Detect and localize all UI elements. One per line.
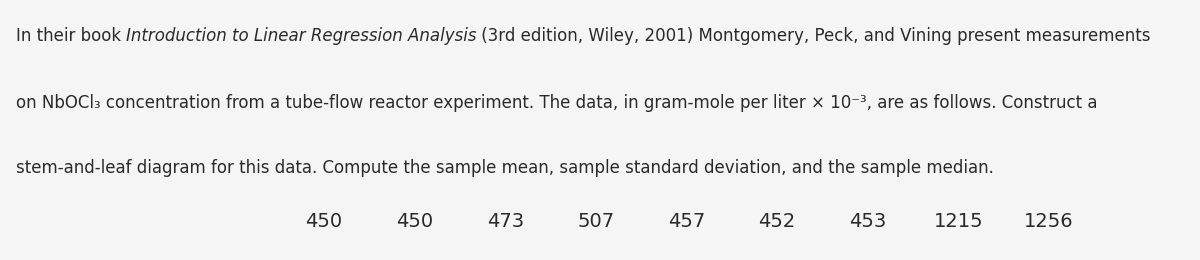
- Text: 507: 507: [577, 212, 614, 231]
- Text: 450: 450: [306, 212, 342, 231]
- Text: 1256: 1256: [1024, 212, 1074, 231]
- Text: Introduction to Linear Regression Analysis: Introduction to Linear Regression Analys…: [126, 27, 476, 45]
- Text: 457: 457: [667, 212, 706, 231]
- Text: 1215: 1215: [934, 212, 983, 231]
- Text: 453: 453: [848, 212, 887, 231]
- Text: stem-and-leaf diagram for this data. Compute the sample mean, sample standard de: stem-and-leaf diagram for this data. Com…: [16, 159, 994, 177]
- Text: 473: 473: [487, 212, 523, 231]
- Text: (3rd edition, Wiley, 2001) Montgomery, Peck, and Vining present measurements: (3rd edition, Wiley, 2001) Montgomery, P…: [476, 27, 1151, 45]
- Text: In their book: In their book: [16, 27, 126, 45]
- Text: on NbOCl₃ concentration from a tube-flow reactor experiment. The data, in gram-m: on NbOCl₃ concentration from a tube-flow…: [16, 94, 1097, 112]
- Text: 452: 452: [758, 212, 796, 231]
- Text: 450: 450: [396, 212, 433, 231]
